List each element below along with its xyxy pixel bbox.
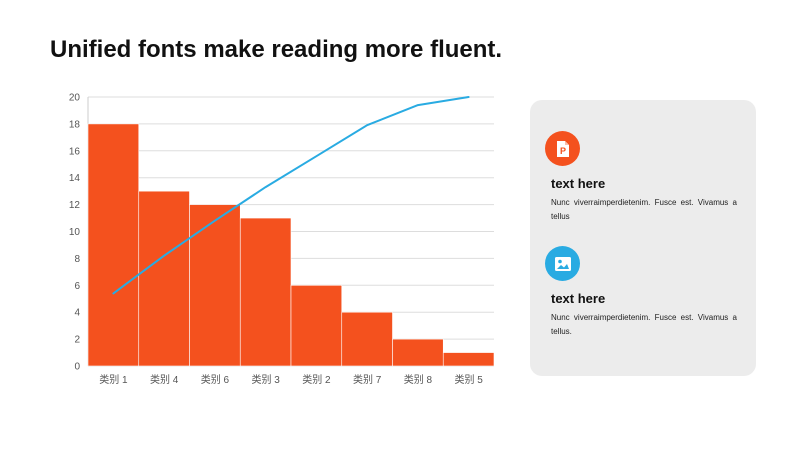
x-tick-label: 类别 4: [150, 373, 179, 386]
y-tick-label: 8: [74, 254, 80, 265]
item-2-body: Nunc viverraimperdietenim. Fusce est. Vi…: [551, 313, 737, 336]
bar: [239, 217, 292, 367]
bar: [392, 338, 444, 367]
info-panel: P text here Nunc viverraimperdietenim. F…: [530, 100, 756, 376]
bar: [189, 204, 241, 367]
y-tick-label: 0: [74, 362, 80, 373]
y-tick-label: 18: [69, 119, 81, 130]
cumulative-line: [112, 96, 470, 295]
y-tick-label: 6: [74, 281, 80, 292]
bar: [442, 352, 495, 367]
item-1-heading: text here: [551, 176, 606, 191]
x-tick-label: 类别 2: [302, 373, 331, 386]
y-tick-label: 4: [74, 308, 80, 319]
y-tick-label: 2: [74, 335, 80, 346]
powerpoint-file-icon: P: [545, 131, 580, 166]
svg-text:P: P: [559, 146, 565, 156]
item-2-heading: text here: [551, 291, 606, 306]
bar: [87, 123, 140, 367]
x-tick-label: 类别 3: [251, 373, 280, 386]
bar: [138, 190, 190, 367]
bar: [290, 284, 343, 367]
y-tick-label: 16: [69, 146, 81, 157]
slide-title: Unified fonts make reading more fluent.: [50, 36, 503, 63]
y-tick-label: 10: [69, 227, 81, 238]
x-tick-label: 类别 1: [99, 373, 128, 386]
bar: [341, 311, 393, 367]
x-tick-label: 类别 5: [454, 373, 483, 386]
x-tick-label: 类别 6: [201, 373, 230, 386]
item-1-body: Nunc viverraimperdietenim. Fusce est. Vi…: [551, 198, 737, 221]
y-tick-label: 20: [69, 93, 81, 104]
image-icon: [545, 246, 580, 281]
y-tick-label: 12: [69, 200, 81, 211]
y-tick-label: 14: [69, 173, 81, 184]
x-tick-label: 类别 8: [404, 373, 433, 386]
x-tick-label: 类别 7: [353, 373, 382, 386]
